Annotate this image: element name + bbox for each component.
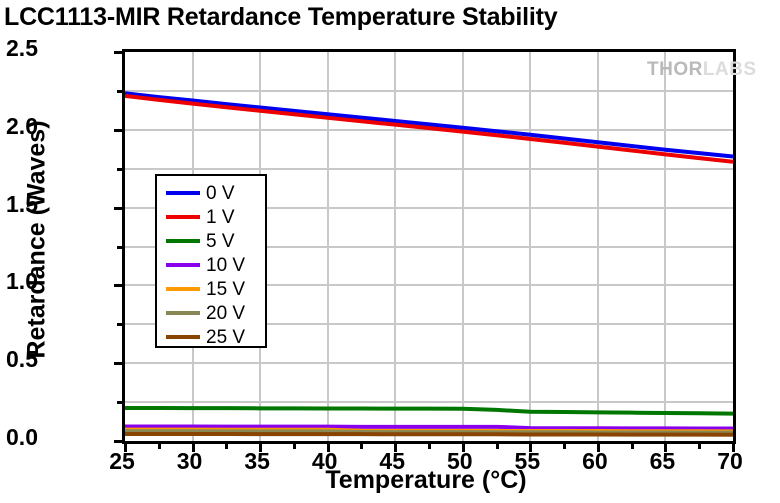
legend-label: 1 V	[206, 206, 235, 228]
gridline-horizontal-minor	[125, 245, 733, 248]
gridline-vertical-major	[461, 52, 464, 441]
gridline-horizontal-minor	[125, 401, 733, 404]
x-tick-minor	[157, 441, 161, 449]
watermark-thor-text: THOR	[647, 59, 703, 80]
x-tick-minor	[360, 441, 364, 449]
y-tick-major	[114, 51, 125, 54]
series-line-10-v	[125, 424, 733, 431]
legend-label: 5 V	[206, 230, 235, 252]
legend-label: 15 V	[206, 278, 246, 300]
gridline-vertical-major	[664, 52, 667, 441]
y-tick-label: 2.5	[6, 35, 38, 61]
x-axis-title: Temperature (°C)	[325, 466, 527, 494]
y-tick-major	[114, 440, 125, 443]
x-tick-major	[326, 441, 330, 452]
series-line-20-v	[125, 429, 733, 435]
y-tick-label: 1.5	[6, 190, 38, 217]
x-tick-label: 55	[514, 448, 541, 474]
x-tick-label: 25	[109, 448, 135, 474]
legend-color-swatch	[166, 215, 200, 219]
gridline-horizontal-major	[125, 206, 733, 209]
x-tick-major	[191, 441, 195, 452]
y-tick-label: 2.0	[6, 112, 38, 139]
legend-color-swatch	[166, 191, 200, 195]
x-tick-minor	[698, 441, 702, 449]
gridline-vertical-major	[596, 52, 599, 441]
x-tick-minor	[495, 441, 499, 449]
plot-canvas	[125, 52, 733, 441]
legend-color-swatch	[166, 239, 200, 243]
legend-item: 0 V	[157, 181, 265, 205]
y-tick-label: 0.5	[6, 346, 38, 373]
gridline-horizontal-major	[125, 362, 733, 365]
y-axis-title: Retardance (Waves)	[22, 120, 51, 359]
y-tick-major	[114, 206, 125, 210]
gridline-horizontal-minor	[125, 89, 733, 92]
x-tick-major	[529, 441, 533, 452]
gridline-horizontal-minor	[125, 167, 733, 170]
chart-title: LCC1113-MIR Retardance Temperature Stabi…	[4, 3, 558, 31]
x-tick-major	[259, 441, 263, 452]
x-tick-label: 40	[311, 448, 338, 474]
legend-item: 5 V	[157, 229, 265, 253]
legend-label: 0 V	[206, 182, 235, 204]
legend-item: 1 V	[157, 205, 265, 229]
x-tick-label: 65	[649, 448, 676, 474]
gridline-vertical-major	[326, 52, 329, 441]
gridline-horizontal-minor	[125, 323, 733, 326]
x-tick-major	[124, 441, 127, 452]
x-tick-minor	[292, 441, 296, 449]
series-plot-lines	[125, 91, 733, 437]
series-line-0-v	[125, 91, 733, 159]
gridline-vertical-major	[529, 52, 532, 441]
thorlabs-watermark: THORLABS	[647, 59, 757, 81]
x-tick-major	[664, 441, 668, 452]
legend-color-swatch	[166, 287, 200, 291]
x-tick-label: 45	[379, 448, 406, 474]
x-tick-major	[596, 441, 600, 452]
y-tick-major	[114, 128, 125, 132]
legend-color-swatch	[166, 311, 200, 315]
y-tick-major	[114, 284, 125, 288]
x-tick-label: 50	[446, 448, 473, 474]
legend-item: 25 V	[157, 325, 265, 349]
legend-label: 10 V	[206, 254, 246, 276]
gridline-horizontal-major	[125, 284, 733, 287]
y-tick-minor	[117, 323, 125, 327]
x-tick-major	[394, 441, 398, 452]
legend-item: 10 V	[157, 253, 265, 277]
legend-item: 20 V	[157, 301, 265, 325]
x-tick-minor	[630, 441, 634, 449]
y-tick-minor	[117, 167, 125, 171]
legend-color-swatch	[166, 263, 200, 267]
series-line-25-v	[125, 432, 733, 437]
x-tick-major	[732, 441, 735, 452]
y-tick-minor	[117, 245, 125, 249]
legend-label: 25 V	[206, 326, 246, 348]
x-tick-minor	[428, 441, 431, 449]
x-tick-label: 35	[244, 448, 270, 474]
legend-label: 20 V	[206, 302, 246, 324]
x-tick-label: 60	[582, 448, 608, 474]
y-tick-minor	[117, 89, 125, 93]
x-tick-label: 30	[176, 448, 203, 474]
x-tick-label: 70	[717, 448, 743, 474]
x-tick-minor	[225, 441, 229, 449]
legend-item: 15 V	[157, 277, 265, 301]
y-tick-label: 0.0	[6, 424, 38, 450]
y-tick-major	[114, 362, 125, 366]
watermark-labs-text: LABS	[702, 59, 757, 80]
y-tick-label: 1.0	[6, 268, 38, 295]
x-tick-minor	[563, 441, 567, 449]
legend-color-swatch	[166, 335, 200, 339]
gridline-vertical-major	[394, 52, 397, 441]
series-line-1-v	[125, 93, 733, 164]
y-tick-minor	[117, 401, 125, 405]
series-line-5-v	[125, 406, 733, 416]
x-tick-major	[461, 441, 465, 452]
